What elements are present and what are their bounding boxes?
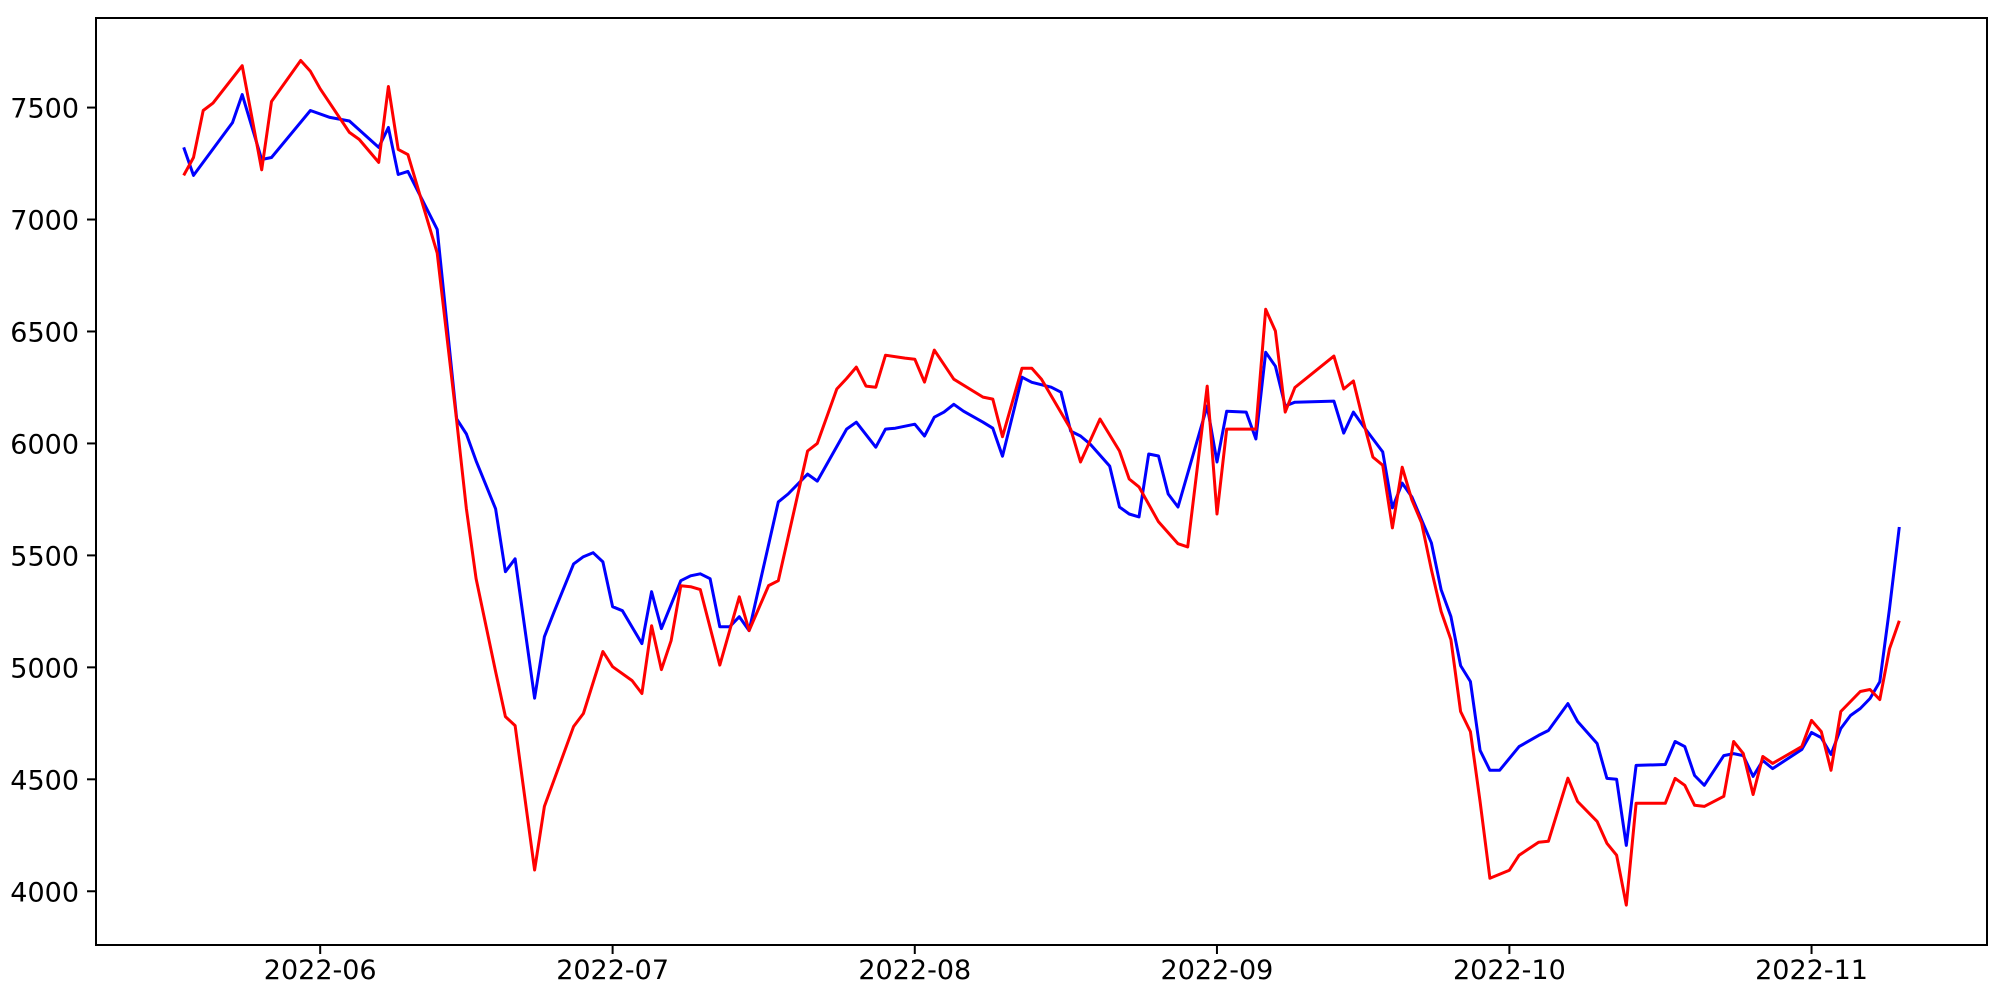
x-tick-label: 2022-08 bbox=[858, 955, 971, 986]
y-tick-label: 5000 bbox=[10, 653, 79, 684]
y-tick-label: 7500 bbox=[10, 94, 79, 125]
y-tick-label: 4000 bbox=[10, 877, 79, 908]
series-blue-line bbox=[182, 93, 1901, 847]
y-tick-label: 5500 bbox=[10, 541, 79, 572]
x-tick-label: 2022-07 bbox=[556, 955, 669, 986]
x-tick-label: 2022-06 bbox=[264, 955, 377, 986]
y-tick-label: 6000 bbox=[10, 429, 79, 460]
y-tick-label: 7000 bbox=[10, 206, 79, 237]
x-tick-label: 2022-09 bbox=[1161, 955, 1274, 986]
axes-spines bbox=[95, 17, 1988, 946]
y-tick-label: 6500 bbox=[10, 317, 79, 348]
x-tick-label: 2022-10 bbox=[1453, 955, 1566, 986]
x-tick-label: 2022-11 bbox=[1755, 955, 1868, 986]
y-tick-label: 4500 bbox=[10, 765, 79, 796]
series-red-line bbox=[182, 59, 1901, 907]
